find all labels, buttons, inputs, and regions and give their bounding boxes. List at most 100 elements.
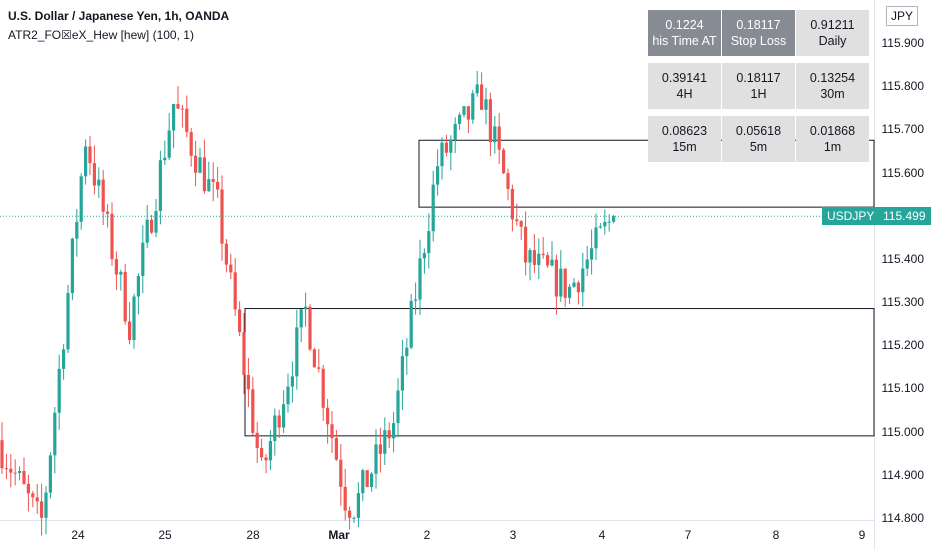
atr-label: 1m <box>823 140 842 154</box>
candle-body <box>35 497 39 502</box>
candle-body <box>224 243 228 265</box>
time-tick-label: 8 <box>772 528 780 542</box>
candle-body <box>202 157 206 192</box>
last-price-tag: 115.499 <box>878 207 931 226</box>
candle-body <box>66 293 70 350</box>
currency-label[interactable]: JPY <box>886 6 918 26</box>
candle-body <box>136 276 140 297</box>
candle-body <box>75 221 79 239</box>
candle-body <box>528 250 532 263</box>
candle-body <box>132 296 136 341</box>
candle-body <box>185 108 189 133</box>
candle-body <box>471 93 475 120</box>
candle-body <box>559 268 563 297</box>
candle-body <box>92 163 96 186</box>
atr-value: 0.05618 <box>735 124 782 138</box>
candle-body <box>114 259 118 275</box>
candle-body <box>150 219 154 233</box>
atr-cell-5m: 0.05618 5m <box>722 116 795 162</box>
candle-body <box>216 181 220 190</box>
price-tick-label: 115.800 <box>881 79 925 94</box>
candle-body <box>431 184 435 232</box>
candle-body <box>515 219 519 222</box>
candle-body <box>260 448 264 458</box>
candle-body <box>22 471 26 484</box>
candle-body <box>361 470 365 494</box>
time-tick-label: 7 <box>684 528 692 542</box>
candle-body <box>299 309 303 328</box>
candle-body <box>348 510 352 518</box>
candle-body <box>576 282 580 293</box>
candle-body <box>506 173 510 189</box>
candle-body <box>44 492 48 518</box>
candle-body <box>304 306 308 310</box>
candle-body <box>317 367 321 369</box>
candle-body <box>264 457 268 461</box>
candle-body <box>519 221 523 227</box>
atr-cell-30m: 0.13254 30m <box>796 63 869 109</box>
time-tick-label: 28 <box>246 528 260 542</box>
candle-body <box>541 253 545 256</box>
candle-body <box>211 179 215 182</box>
atr-cell-daily: 0.91211 Daily <box>796 10 869 56</box>
candle-body <box>53 412 57 456</box>
candle-body <box>158 160 162 211</box>
price-tick-label: 115.200 <box>881 338 925 353</box>
candle-body <box>537 253 541 265</box>
candle-body <box>233 272 237 310</box>
price-tick-label: 115.900 <box>881 36 925 51</box>
candle-body <box>546 255 550 266</box>
candle-body <box>374 444 378 474</box>
price-tick-label: 115.100 <box>881 381 925 396</box>
price-tick-label: 115.400 <box>881 251 925 266</box>
price-tick-label: 115.300 <box>881 295 925 310</box>
atr-value: 0.01868 <box>809 124 856 138</box>
candle-body <box>251 389 255 433</box>
candle-body <box>268 441 272 461</box>
time-tick-label: Mar <box>328 528 350 542</box>
candle-body <box>427 231 431 254</box>
time-tick-label: 25 <box>158 528 172 542</box>
candle-body <box>458 114 462 124</box>
candle-body <box>590 248 594 260</box>
atr-cell-15m: 0.08623 15m <box>648 116 721 162</box>
candle-body <box>462 106 466 115</box>
zone-rectangle <box>244 308 875 437</box>
candle-body <box>444 142 448 153</box>
candle-body <box>123 271 127 322</box>
candle-body <box>383 430 387 454</box>
candle-body <box>194 155 198 173</box>
candle-body <box>13 472 17 474</box>
atr-cell-1h: 0.18117 1H <box>722 63 795 109</box>
candle-body <box>229 264 233 273</box>
candle-body <box>277 415 281 428</box>
candle-body <box>365 470 369 488</box>
candle-body <box>510 188 514 220</box>
time-tick-label: 3 <box>509 528 517 542</box>
atr-label: 5m <box>749 140 768 154</box>
candle-body <box>524 226 528 263</box>
candle-body <box>180 108 184 110</box>
candle-body <box>568 286 572 298</box>
candle-body <box>493 126 497 143</box>
candle-body <box>550 259 554 266</box>
candle-body <box>48 455 52 493</box>
candle-body <box>246 374 250 390</box>
candle-body <box>70 238 74 294</box>
atr-cell-4h: 0.39141 4H <box>648 63 721 109</box>
candle-body <box>532 250 536 265</box>
candle-body <box>88 146 92 164</box>
atr-label: Daily <box>818 34 847 48</box>
candle-body <box>475 84 479 94</box>
candle-body <box>339 459 343 487</box>
candle-body <box>295 327 299 377</box>
candle-body <box>255 432 259 449</box>
chart-title[interactable]: U.S. Dollar / Japanese Yen, 1h, OANDA <box>8 9 230 23</box>
candle-body <box>497 126 501 150</box>
candle-body <box>31 493 35 498</box>
candle-body <box>480 84 484 110</box>
indicator-label[interactable]: ATR2_FO☒eX_Hew [hew] (100, 1) <box>8 28 194 42</box>
price-tick-label: 114.800 <box>881 510 925 525</box>
price-tick-label: 114.900 <box>881 467 925 482</box>
